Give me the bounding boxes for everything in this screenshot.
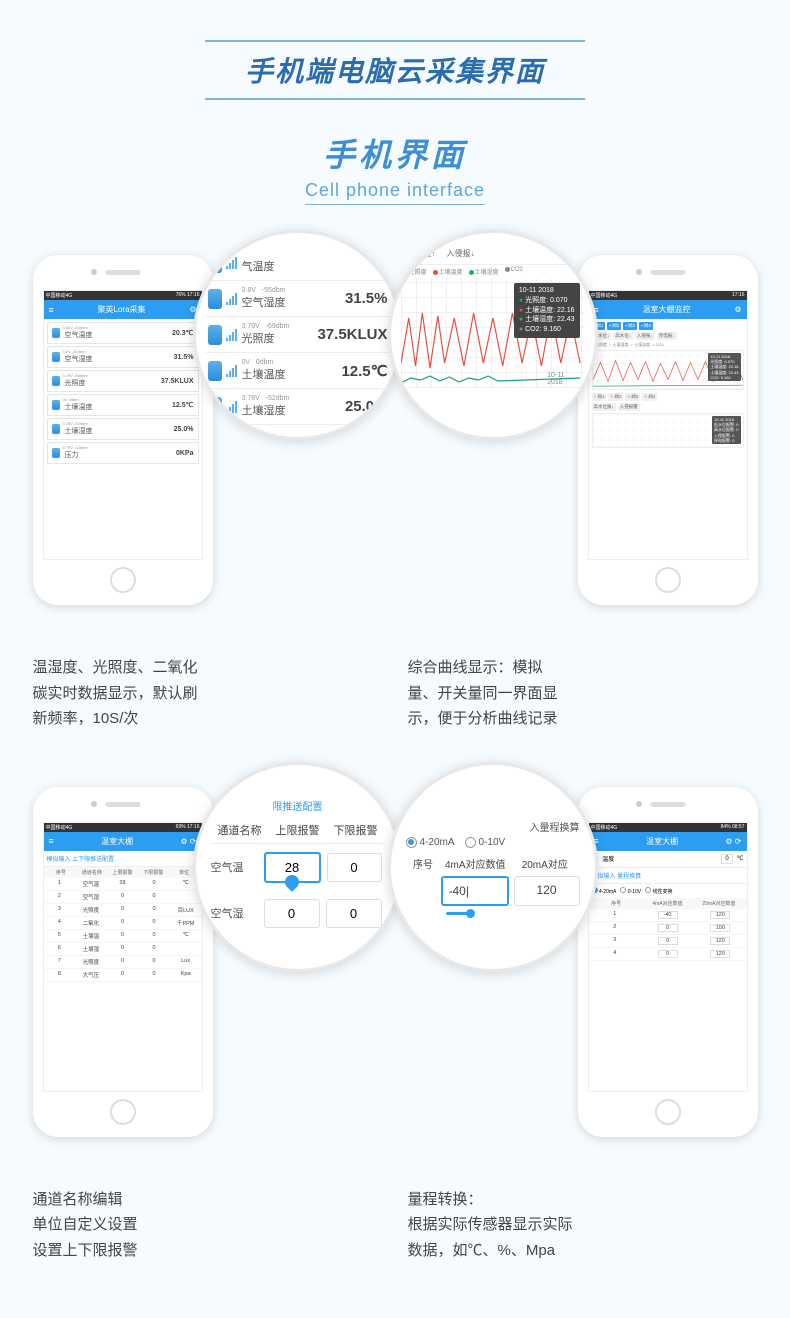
app-header: ≡温室大棚⚙ ⟳	[589, 832, 747, 851]
table-row[interactable]: 1空气温280℃	[44, 878, 202, 891]
limit-input[interactable]: 0	[327, 853, 382, 882]
sensor-row[interactable]: 0V 0dbm土壤温度12.5℃	[206, 353, 390, 389]
thermometer-icon	[52, 328, 60, 338]
phone-mockup-4: 中国移动4G84% 08:57 ≡温室大棚⚙ ⟳ 12温度0℃ 模拟输入 量程换…	[578, 787, 758, 1137]
thermometer-icon	[52, 376, 60, 386]
signal-icon	[226, 293, 238, 305]
table-row[interactable]: 7光照度00Lux	[44, 956, 202, 969]
thermometer-icon	[208, 325, 222, 345]
zoom-lens-1: 气温度3.8V -55dbm空气湿度31.5%3.79V -69dbm光照度37…	[193, 230, 403, 440]
radio-option[interactable]: 4-20mA	[406, 837, 455, 848]
signal-icon	[226, 329, 238, 341]
sensor-row[interactable]: 3.8V -55dbm空气湿度31.5%	[47, 346, 199, 368]
config-row: 空气湿00	[211, 891, 385, 936]
settings-icon[interactable]: ⚙ ⟳	[180, 837, 196, 846]
limit-input[interactable]: 0	[326, 899, 382, 928]
config-row: 空气温280	[211, 844, 385, 891]
thermometer-icon	[208, 289, 222, 309]
phone-mockup-2: 中国移动4G17:16 ≡温室大棚监控⚙ ▪ 阀1▪ 阀2▪ 阀3▪ 阀4 低水…	[578, 255, 758, 605]
thermometer-icon	[52, 400, 60, 410]
caption-4: 量程转换： 根据实际传感器显示实际 数据，如℃、%、Mpa	[408, 1187, 758, 1264]
zoom-lens-4: 入量程换算 4-20mA0-10V 序号4mA对应数值20mA对应 -40| 1…	[388, 762, 598, 972]
filter-tab[interactable]: 高水位↑	[404, 246, 440, 261]
range-input-low[interactable]: -40|	[441, 876, 509, 906]
sensor-row[interactable]: 3.82V -53dbm空气温度20.3℃	[47, 322, 199, 344]
chart-2: 10-11 2018低水位报警: 0高水位报警: 0入侵报警: 0停电报警: 0	[592, 413, 744, 448]
status-bar: 中国移动4G69% 17:16	[44, 823, 202, 832]
table-row[interactable]: 2空气湿00	[44, 891, 202, 904]
signal-icon	[226, 257, 238, 269]
app-header: ≡温室大棚⚙ ⟳	[44, 832, 202, 851]
radio-option[interactable]: 0-10V	[465, 837, 506, 848]
zoom-lens-2: 高水位↑入侵报↓ 光照度土壤温度土壤湿度CO2 10-11 2018● 光照度:…	[388, 230, 598, 440]
caption-2: 综合曲线显示：模拟 量、开关量同一界面显 示，便于分析曲线记录	[408, 655, 758, 732]
range-input-high[interactable]: 120	[514, 876, 580, 906]
filter-tab[interactable]: 入侵报↓	[635, 332, 655, 340]
main-title: 手机端电脑云采集界面	[205, 40, 585, 100]
limit-input[interactable]: 0	[264, 899, 320, 928]
sensor-row[interactable]: 8.70V -43dbm压力0KPa	[47, 442, 199, 464]
thermometer-icon	[52, 352, 60, 362]
filter-tab[interactable]: 停电报↓	[657, 332, 677, 340]
caption-3: 通道名称编辑 单位自定义设置 设置上下限报警	[33, 1187, 383, 1264]
app-header: ≡聚英Lora采集⚙	[44, 300, 202, 319]
filter-tab[interactable]: 入侵报↓	[443, 246, 479, 261]
menu-icon[interactable]: ≡	[49, 836, 54, 846]
zoom-chart: 10-11 2018● 光照度: 0.070● 土壤温度: 22.16● 土壤湿…	[401, 278, 585, 388]
sensor-row[interactable]: 0V 0dbm土壤温度12.5℃	[47, 394, 199, 416]
caption-1: 温湿度、光照度、二氧化 碳实时数据显示，默认刷 新频率，10S/次	[33, 655, 383, 732]
config-section-title: 模拟输入 量程换算	[589, 868, 747, 884]
settings-icon[interactable]: ⚙	[734, 305, 741, 314]
signal-icon	[226, 401, 238, 413]
settings-icon[interactable]: ⚙ ⟳	[725, 837, 741, 846]
chart-1: 10-11 2018光照度: 0.070土壤温度: 22.16土壤湿度: 22.…	[592, 350, 744, 390]
table-row[interactable]: 3光照度00百LUX	[44, 904, 202, 917]
thermometer-icon	[52, 448, 60, 458]
table-row[interactable]: 4二氧化00千PPM	[44, 917, 202, 930]
table-row[interactable]: 8大气压00Kpa	[44, 969, 202, 982]
config-section-title: 模拟输入 上下限推送配置	[44, 851, 202, 867]
table-row[interactable]: 6土壤湿00	[44, 943, 202, 956]
sensor-row[interactable]: 3.79V -69dbm光照度37.5KLUX	[206, 317, 390, 353]
thermometer-icon	[208, 361, 222, 381]
status-bar: 中国移动4G84% 08:57	[589, 823, 747, 832]
sensor-row[interactable]: 3.79V -69dbm光照度37.5KLUX	[47, 370, 199, 392]
subtitle-cn: 手机界面	[0, 130, 790, 176]
status-bar: 中国移动4G76% 17:16	[44, 291, 202, 300]
table-row[interactable]: 40120	[589, 948, 747, 961]
subtitle-en: Cell phone interface	[305, 180, 485, 205]
sensor-row[interactable]: 3.78V -52dbm土壤湿度25.0%	[47, 418, 199, 440]
menu-icon[interactable]: ≡	[49, 305, 54, 315]
sensor-row[interactable]: 3.78V -52dbm土壤湿度25.0%	[206, 389, 390, 425]
sensor-row[interactable]: 气温度	[206, 245, 390, 281]
table-row[interactable]: 1-40120	[589, 909, 747, 922]
table-row[interactable]: 20100	[589, 922, 747, 935]
table-row[interactable]: 5土壤温00℃	[44, 930, 202, 943]
table-row[interactable]: 30120	[589, 935, 747, 948]
status-bar: 中国移动4G17:16	[589, 291, 747, 300]
phone-mockup-3: 中国移动4G69% 17:16 ≡温室大棚⚙ ⟳ 模拟输入 上下限推送配置 序号…	[33, 787, 213, 1137]
radio-option[interactable]: 0-10V	[620, 887, 641, 895]
phone-mockup-1: 中国移动4G76% 17:16 ≡聚英Lora采集⚙ 3.82V -53dbm空…	[33, 255, 213, 605]
radio-option[interactable]: 线性变换	[645, 887, 672, 895]
sensor-row[interactable]: 3.8V -55dbm空气湿度31.5%	[206, 281, 390, 317]
filter-tab[interactable]: 高水位↓	[613, 332, 633, 340]
limit-input[interactable]: 28	[264, 852, 321, 883]
zoom-lens-3: 限推送配置 通道名称上限报警下限报警 空气温280空气湿00	[193, 762, 403, 972]
thermometer-icon	[52, 424, 60, 434]
signal-icon	[226, 365, 238, 377]
app-header: ≡温室大棚监控⚙	[589, 300, 747, 319]
